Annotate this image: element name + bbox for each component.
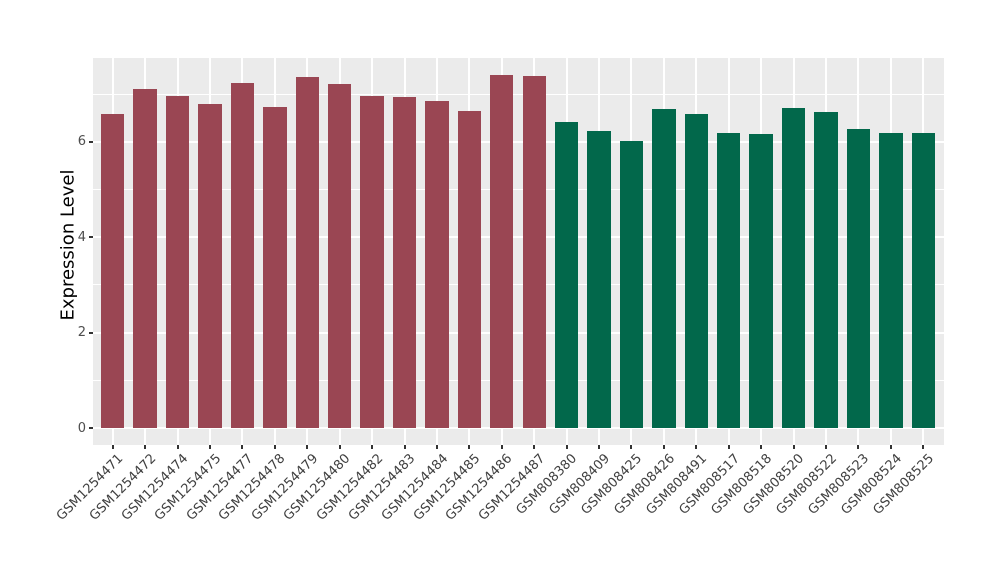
x-tick-mark: [825, 445, 828, 449]
x-tick-mark: [241, 445, 244, 449]
bar: [911, 132, 935, 428]
bar: [879, 133, 903, 428]
gridline-major: [93, 427, 944, 429]
x-tick-mark: [889, 445, 892, 449]
gridline-minor: [93, 93, 944, 95]
gridline-major: [93, 140, 944, 143]
x-tick-mark: [208, 445, 211, 449]
y-tick-mark: [89, 331, 93, 334]
bar: [749, 133, 773, 428]
bar: [781, 108, 806, 428]
bar: [846, 128, 871, 428]
x-tick-mark: [857, 445, 860, 449]
x-tick-mark: [760, 445, 763, 449]
x-tick-mark: [371, 445, 374, 449]
bar: [554, 121, 579, 428]
y-tick-mark: [89, 140, 93, 143]
x-tick-mark: [338, 445, 341, 449]
y-tick-label: 2: [77, 325, 86, 341]
gridline-major: [93, 236, 944, 239]
bar: [425, 100, 449, 428]
x-tick-mark: [403, 445, 406, 449]
bar: [165, 95, 190, 428]
y-tick-label: 4: [77, 229, 86, 245]
bar: [327, 84, 352, 428]
y-tick-label: 0: [77, 420, 86, 436]
x-tick-mark: [468, 445, 471, 449]
x-tick-mark: [306, 445, 309, 449]
bar: [652, 108, 676, 428]
x-tick-mark: [176, 445, 179, 449]
bar: [717, 133, 741, 428]
bar: [230, 82, 255, 428]
x-tick-mark: [111, 445, 114, 449]
x-tick-mark: [144, 445, 147, 449]
bar: [619, 141, 644, 428]
y-axis-title: Expression Level: [57, 169, 79, 321]
gridline-minor: [93, 189, 944, 190]
x-tick-mark: [565, 445, 568, 449]
x-tick-mark: [922, 445, 925, 449]
x-tick-mark: [500, 445, 503, 449]
x-tick-mark: [662, 445, 665, 449]
x-tick-mark: [598, 445, 601, 449]
bar: [684, 113, 709, 428]
bar: [295, 76, 319, 428]
gridline-major: [93, 331, 944, 334]
x-tick-mark: [792, 445, 795, 449]
gridline-minor: [93, 379, 944, 381]
x-tick-mark: [273, 445, 276, 449]
plot-panel: [93, 58, 944, 445]
bar: [101, 113, 125, 428]
x-tick-mark: [533, 445, 536, 449]
x-tick-mark: [630, 445, 633, 449]
gridline-minor: [93, 284, 944, 286]
bar: [522, 75, 546, 428]
x-tick-mark: [435, 445, 438, 449]
x-tick-mark: [727, 445, 730, 449]
bar: [198, 103, 222, 428]
y-tick-mark: [89, 427, 93, 429]
x-tick-mark: [695, 445, 698, 449]
bar: [490, 74, 514, 428]
y-tick-label: 6: [77, 134, 86, 150]
bar: [263, 106, 287, 428]
bar: [360, 96, 384, 428]
bar: [457, 110, 482, 428]
bar: [392, 97, 417, 428]
bar: [814, 111, 838, 428]
bar: [133, 88, 157, 428]
y-tick-mark: [89, 236, 93, 239]
bar: [587, 131, 611, 428]
